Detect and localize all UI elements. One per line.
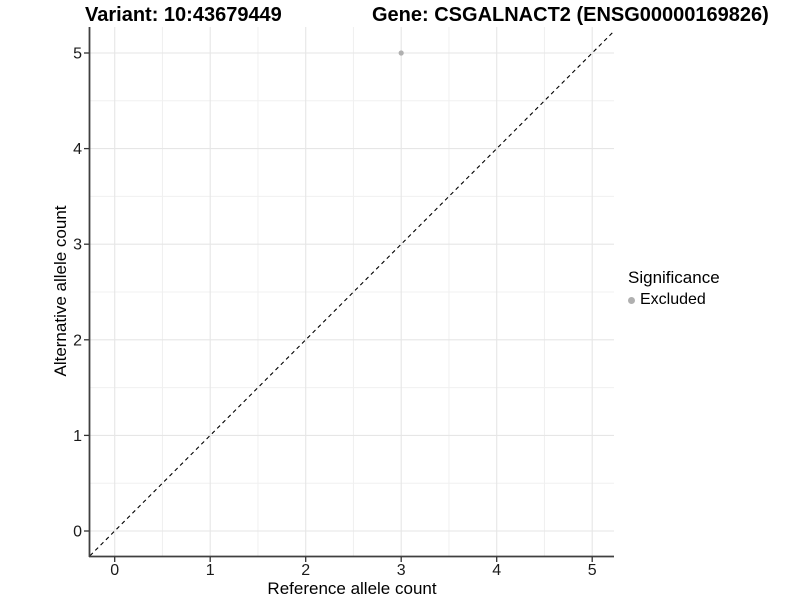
identity-line: [89, 30, 615, 557]
y-axis-title: Alternative allele count: [51, 205, 70, 377]
x-tick-label: 5: [588, 562, 597, 579]
y-tick-label: 2: [73, 332, 82, 349]
y-tick-label: 3: [73, 237, 82, 254]
x-axis-title: Reference allele count: [267, 579, 437, 598]
x-tick-label: 0: [110, 562, 119, 579]
excluded-point-swatch-icon: [628, 296, 635, 304]
y-tick-label: 5: [73, 46, 82, 63]
x-tick-label: 3: [397, 562, 406, 579]
y-tick-label: 0: [73, 524, 82, 541]
legend-item-label: Excluded: [640, 291, 706, 308]
legend-item-excluded: Excluded: [628, 291, 720, 309]
data-point: [398, 50, 404, 56]
y-tick-label: 1: [73, 428, 82, 445]
x-tick-label: 2: [301, 562, 310, 579]
y-tick-label: 4: [73, 141, 82, 158]
x-tick-label: 1: [206, 562, 215, 579]
variant-title: Variant: 10:43679449: [85, 4, 282, 26]
legend-title: Significance: [628, 268, 720, 287]
legend: Significance Excluded: [628, 268, 720, 309]
gene-title: Gene: CSGALNACT2 (ENSG00000169826): [372, 4, 769, 26]
x-tick-label: 4: [492, 562, 501, 579]
